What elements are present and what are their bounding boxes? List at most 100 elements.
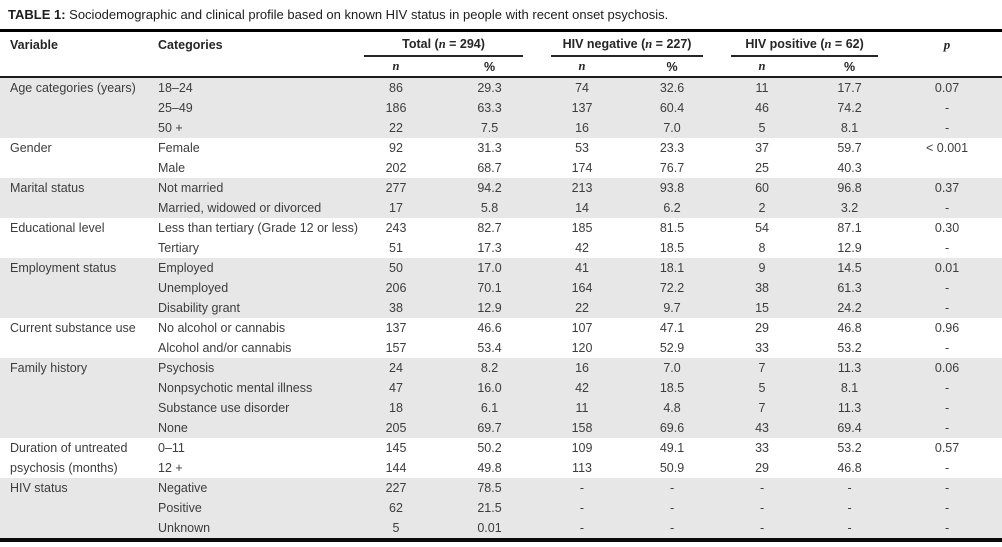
value-cell: 202 xyxy=(385,161,407,175)
value-cell: 38 xyxy=(389,301,403,315)
category-cell: Negative xyxy=(158,481,208,495)
variable-cell: Gender xyxy=(10,141,52,155)
value-cell: 11.3 xyxy=(837,361,862,375)
value-cell: 24 xyxy=(389,361,403,375)
value-cell: 17 xyxy=(389,201,403,215)
value-cell: 60.4 xyxy=(659,101,685,115)
value-cell: 17.3 xyxy=(477,241,502,255)
value-cell: 113 xyxy=(572,461,592,475)
p-value-cell: - xyxy=(944,521,950,535)
value-cell: 50.2 xyxy=(477,441,502,455)
n-symbol: n xyxy=(438,37,446,51)
value-cell: 29 xyxy=(755,321,769,335)
category-cell: No alcohol or cannabis xyxy=(158,321,286,335)
value-cell: - xyxy=(579,521,585,535)
value-cell: 227 xyxy=(385,481,407,495)
value-cell: 78.5 xyxy=(477,481,502,495)
value-cell: 32.6 xyxy=(659,81,685,95)
subheader-negative-n: n xyxy=(537,57,628,78)
value-cell: 11 xyxy=(575,401,589,415)
value-cell: 47 xyxy=(389,381,403,395)
value-cell: 18.5 xyxy=(659,381,685,395)
value-cell: 53.2 xyxy=(837,441,862,455)
group-label-part: HIV negative ( xyxy=(562,37,646,51)
value-cell: 21.5 xyxy=(477,501,502,515)
value-cell: - xyxy=(669,481,675,495)
p-value-cell: - xyxy=(944,241,950,255)
subheader-positive-pct: % xyxy=(807,57,893,78)
value-cell: 49.8 xyxy=(477,461,502,475)
value-cell: 277 xyxy=(385,181,407,195)
value-cell: 14.5 xyxy=(837,261,862,275)
table-body: Age categories (years) 18–24 86 29.3 74 32.6 1… xyxy=(0,77,1002,540)
value-cell: - xyxy=(759,521,765,535)
variable-cell: Current substance use xyxy=(10,321,136,335)
value-cell: 72.2 xyxy=(659,281,685,295)
table-row: Educational level Less than tertiary (Gra… xyxy=(0,218,1002,238)
subheader-total-n: n xyxy=(350,57,442,78)
table-row: 25–49 186 63.3 137 60.4 46 74.2 - xyxy=(0,98,1002,118)
value-cell: 5 xyxy=(758,381,766,395)
group-label-part: = 227) xyxy=(652,37,692,51)
value-cell: 8.1 xyxy=(840,381,859,395)
value-cell: 8.2 xyxy=(480,361,499,375)
value-cell: - xyxy=(847,501,852,515)
value-cell: 18.1 xyxy=(659,261,685,275)
col-header-hiv-positive: HIV positive (n = 62) xyxy=(717,32,892,57)
value-cell: 8 xyxy=(758,241,766,255)
category-cell: Positive xyxy=(158,501,202,515)
p-value-cell: - xyxy=(944,301,950,315)
value-cell: - xyxy=(847,481,852,495)
variable-cell: Duration of untreated psychosis (months) xyxy=(10,441,128,475)
value-cell: 205 xyxy=(385,421,407,435)
value-cell: 206 xyxy=(385,281,407,295)
table-row: Tertiary 51 17.3 42 18.5 8 12.9 - xyxy=(0,238,1002,258)
category-cell: Married, widowed or divorced xyxy=(158,201,322,215)
value-cell: 5.8 xyxy=(480,201,499,215)
value-cell: 7 xyxy=(758,361,766,375)
category-cell: Tertiary xyxy=(158,241,199,255)
value-cell: - xyxy=(847,521,852,535)
value-cell: 14 xyxy=(575,201,589,215)
value-cell: 94.2 xyxy=(477,181,502,195)
value-cell: 37 xyxy=(755,141,769,155)
category-cell: Female xyxy=(158,141,200,155)
p-value-cell: - xyxy=(944,421,950,435)
value-cell: 74.2 xyxy=(837,101,862,115)
value-cell: 54 xyxy=(755,221,769,235)
value-cell: 12.9 xyxy=(837,241,862,255)
category-cell: 0–11 xyxy=(158,441,185,455)
value-cell: 76.7 xyxy=(659,161,685,175)
value-cell: 63.3 xyxy=(477,101,502,115)
table-row: None 205 69.7 158 69.6 43 69.4 - xyxy=(0,418,1002,438)
category-cell: Alcohol and/or cannabis xyxy=(158,341,292,355)
value-cell: 93.8 xyxy=(659,181,685,195)
col-header-variable: Variable xyxy=(0,32,150,78)
p-value-cell: - xyxy=(944,381,950,395)
value-cell: 16 xyxy=(575,361,589,375)
value-cell: - xyxy=(579,501,585,515)
subheader-negative-pct: % xyxy=(627,57,718,78)
header-row-groups: Variable Categories Total (n = 294) HIV … xyxy=(0,32,1002,78)
value-cell: 74 xyxy=(575,81,589,95)
p-value-cell: 0.01 xyxy=(934,261,960,275)
value-cell: 69.7 xyxy=(477,421,502,435)
table-row: Gender Female 92 31.3 53 23.3 37 59.7 < 0.001 xyxy=(0,138,1002,158)
value-cell: 51 xyxy=(389,241,403,255)
value-cell: - xyxy=(669,501,675,515)
value-cell: 59.7 xyxy=(837,141,862,155)
category-cell: 50 + xyxy=(158,121,183,135)
table-row: Family history Psychosis 24 8.2 16 7.0 7 11.3 0.… xyxy=(0,358,1002,378)
col-header-p: p xyxy=(892,32,1002,78)
table-row: Unemployed 206 70.1 164 72.2 38 61.3 - xyxy=(0,278,1002,298)
p-value-cell: - xyxy=(944,481,950,495)
subheader-positive-n: n xyxy=(717,57,808,78)
category-cell: Not married xyxy=(158,181,224,195)
value-cell: 70.1 xyxy=(477,281,502,295)
p-value-cell: - xyxy=(944,401,950,415)
value-cell: 109 xyxy=(571,441,593,455)
value-cell: 4.8 xyxy=(663,401,681,415)
value-cell: 60 xyxy=(755,181,769,195)
p-value-cell: - xyxy=(944,101,950,115)
value-cell: 9 xyxy=(758,261,766,275)
